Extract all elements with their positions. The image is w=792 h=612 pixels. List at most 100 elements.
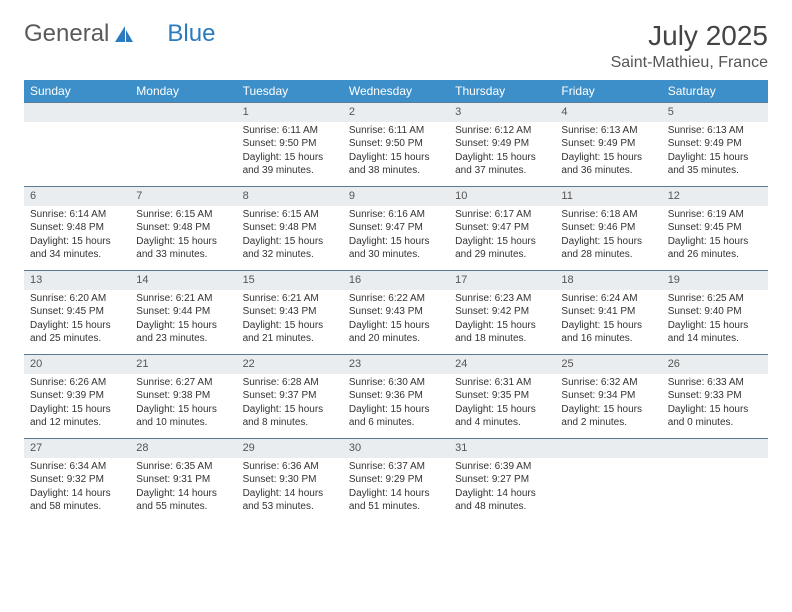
sunrise-text: Sunrise: 6:27 AM [136, 376, 230, 390]
calendar-week-row: 27Sunrise: 6:34 AMSunset: 9:32 PMDayligh… [24, 438, 768, 522]
sunset-text: Sunset: 9:35 PM [455, 389, 549, 403]
daylight-text: Daylight: 15 hours and 12 minutes. [30, 403, 124, 430]
sunset-text: Sunset: 9:50 PM [349, 137, 443, 151]
day-body: Sunrise: 6:21 AMSunset: 9:44 PMDaylight:… [130, 290, 236, 350]
day-body: Sunrise: 6:26 AMSunset: 9:39 PMDaylight:… [24, 374, 130, 434]
calendar-day-cell: 7Sunrise: 6:15 AMSunset: 9:48 PMDaylight… [130, 186, 236, 270]
day-body: Sunrise: 6:28 AMSunset: 9:37 PMDaylight:… [237, 374, 343, 434]
logo: General Blue [24, 20, 215, 48]
sunrise-text: Sunrise: 6:24 AM [561, 292, 655, 306]
day-number: 22 [237, 354, 343, 374]
sunset-text: Sunset: 9:49 PM [668, 137, 762, 151]
sunset-text: Sunset: 9:43 PM [349, 305, 443, 319]
calendar-day-cell: 4Sunrise: 6:13 AMSunset: 9:49 PMDaylight… [555, 102, 661, 186]
daylight-text: Daylight: 15 hours and 4 minutes. [455, 403, 549, 430]
sunset-text: Sunset: 9:30 PM [243, 473, 337, 487]
sunrise-text: Sunrise: 6:12 AM [455, 124, 549, 138]
day-number: 28 [130, 438, 236, 458]
sunset-text: Sunset: 9:33 PM [668, 389, 762, 403]
sunrise-text: Sunrise: 6:25 AM [668, 292, 762, 306]
daylight-text: Daylight: 15 hours and 0 minutes. [668, 403, 762, 430]
calendar-day-cell: 17Sunrise: 6:23 AMSunset: 9:42 PMDayligh… [449, 270, 555, 354]
calendar-day-cell: 30Sunrise: 6:37 AMSunset: 9:29 PMDayligh… [343, 438, 449, 522]
sunset-text: Sunset: 9:37 PM [243, 389, 337, 403]
sunset-text: Sunset: 9:40 PM [668, 305, 762, 319]
daylight-text: Daylight: 15 hours and 2 minutes. [561, 403, 655, 430]
daylight-text: Daylight: 14 hours and 48 minutes. [455, 487, 549, 514]
sunrise-text: Sunrise: 6:30 AM [349, 376, 443, 390]
sunrise-text: Sunrise: 6:14 AM [30, 208, 124, 222]
sunset-text: Sunset: 9:45 PM [30, 305, 124, 319]
sunrise-text: Sunrise: 6:21 AM [136, 292, 230, 306]
sunset-text: Sunset: 9:31 PM [136, 473, 230, 487]
location-label: Saint-Mathieu, France [611, 54, 768, 72]
calendar-week-row: 6 Sunrise: 6:14 AM Sunset: 9:48 PM Daylight… [24, 186, 768, 270]
logo-sail-icon [113, 24, 135, 44]
day-number: 25 [555, 354, 661, 374]
month-title: July 2025 [611, 20, 768, 52]
calendar-week-row: 13Sunrise: 6:20 AMSunset: 9:45 PMDayligh… [24, 270, 768, 354]
calendar-day-cell: 9Sunrise: 6:16 AMSunset: 9:47 PMDaylight… [343, 186, 449, 270]
weekday-header: Wednesday [343, 80, 449, 102]
sunset-text: Sunset: 9:49 PM [455, 137, 549, 151]
sunrise-text: Sunrise: 6:13 AM [561, 124, 655, 138]
day-number: 21 [130, 354, 236, 374]
sunrise-text: Sunrise: 6:11 AM [243, 124, 337, 138]
sunset-text: Sunset: 9:38 PM [136, 389, 230, 403]
daylight-text: Daylight: 15 hours and 30 minutes. [349, 235, 443, 262]
calendar-day-cell: 27Sunrise: 6:34 AMSunset: 9:32 PMDayligh… [24, 438, 130, 522]
day-number: 23 [343, 354, 449, 374]
calendar-day-cell: 5Sunrise: 6:13 AMSunset: 9:49 PMDaylight… [662, 102, 768, 186]
sunrise-text: Sunrise: 6:35 AM [136, 460, 230, 474]
sunrise-text: Sunrise: 6:21 AM [243, 292, 337, 306]
day-body: Sunrise: 6:39 AMSunset: 9:27 PMDaylight:… [449, 458, 555, 518]
day-number: 31 [449, 438, 555, 458]
daylight-text: Daylight: 14 hours and 51 minutes. [349, 487, 443, 514]
daylight-text: Daylight: 15 hours and 20 minutes. [349, 319, 443, 346]
weekday-header: Sunday [24, 80, 130, 102]
sunset-text: Sunset: 9:46 PM [561, 221, 655, 235]
day-number: 18 [555, 270, 661, 290]
day-number: 24 [449, 354, 555, 374]
calendar-table: Sunday Monday Tuesday Wednesday Thursday… [24, 80, 768, 522]
day-number: 12 [662, 186, 768, 206]
daylight-text: Daylight: 15 hours and 8 minutes. [243, 403, 337, 430]
weekday-header: Friday [555, 80, 661, 102]
sunset-text: Sunset: 9:32 PM [30, 473, 124, 487]
sunrise-text: Sunrise: 6:23 AM [455, 292, 549, 306]
day-body: Sunrise: 6:22 AMSunset: 9:43 PMDaylight:… [343, 290, 449, 350]
sunrise-text: Sunrise: 6:18 AM [561, 208, 655, 222]
sunrise-text: Sunrise: 6:32 AM [561, 376, 655, 390]
daylight-text: Daylight: 15 hours and 38 minutes. [349, 151, 443, 178]
calendar-day-cell [130, 102, 236, 186]
sunrise-text: Sunrise: 6:26 AM [30, 376, 124, 390]
day-number: 15 [237, 270, 343, 290]
title-block: July 2025 Saint-Mathieu, France [611, 20, 768, 72]
day-number: 11 [555, 186, 661, 206]
sunrise-text: Sunrise: 6:20 AM [30, 292, 124, 306]
sunset-text: Sunset: 9:44 PM [136, 305, 230, 319]
day-body: Sunrise: 6:21 AMSunset: 9:43 PMDaylight:… [237, 290, 343, 350]
sunrise-text: Sunrise: 6:15 AM [136, 208, 230, 222]
sunset-text: Sunset: 9:39 PM [30, 389, 124, 403]
daylight-text: Daylight: 14 hours and 55 minutes. [136, 487, 230, 514]
sunset-text: Sunset: 9:47 PM [349, 221, 443, 235]
day-number: 30 [343, 438, 449, 458]
day-number [130, 102, 236, 122]
daylight-text: Daylight: 15 hours and 29 minutes. [455, 235, 549, 262]
calendar-week-row: 20Sunrise: 6:26 AMSunset: 9:39 PMDayligh… [24, 354, 768, 438]
sunrise-text: Sunrise: 6:17 AM [455, 208, 549, 222]
day-body: Sunrise: 6:36 AMSunset: 9:30 PMDaylight:… [237, 458, 343, 518]
day-body: Sunrise: 6:23 AMSunset: 9:42 PMDaylight:… [449, 290, 555, 350]
sunset-text: Sunset: 9:48 PM [136, 221, 230, 235]
day-number [555, 438, 661, 458]
weekday-header: Saturday [662, 80, 768, 102]
weekday-header: Monday [130, 80, 236, 102]
calendar-day-cell: 20Sunrise: 6:26 AMSunset: 9:39 PMDayligh… [24, 354, 130, 438]
day-number: 17 [449, 270, 555, 290]
sunset-text: Sunset: 9:29 PM [349, 473, 443, 487]
day-number: 6 [24, 186, 130, 206]
sunset-text: Sunset: 9:41 PM [561, 305, 655, 319]
daylight-text: Daylight: 15 hours and 6 minutes. [349, 403, 443, 430]
calendar-day-cell [662, 438, 768, 522]
